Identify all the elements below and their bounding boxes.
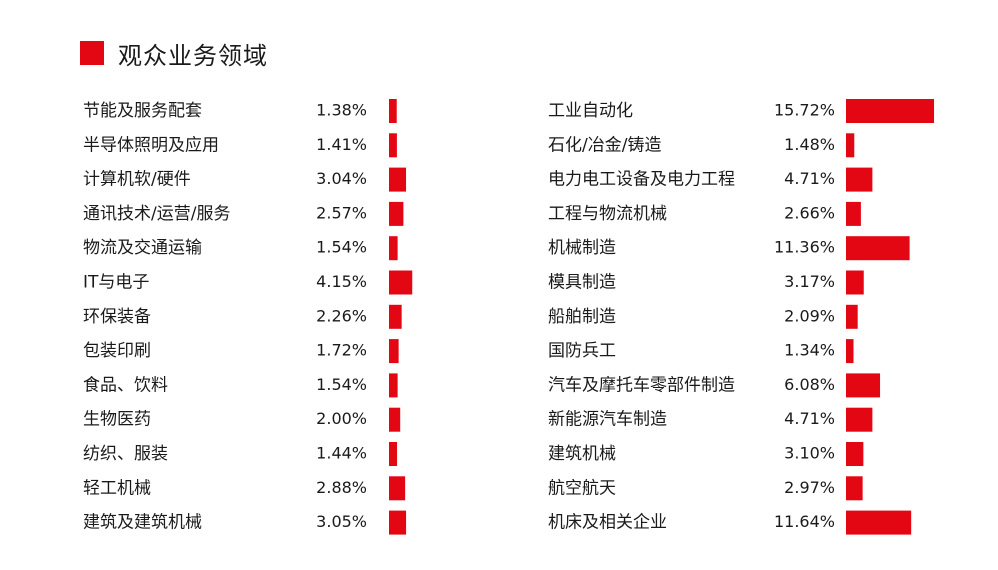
category-label: 国防兵工 <box>548 341 616 361</box>
bar <box>389 99 397 123</box>
value-label: 1.54% <box>316 238 367 257</box>
value-label: 3.17% <box>784 272 835 291</box>
category-label: 物流及交通运输 <box>83 238 202 258</box>
bar <box>846 270 864 295</box>
category-label: 机械制造 <box>548 238 616 258</box>
bar <box>846 442 864 466</box>
bar <box>389 304 402 329</box>
category-label: 环保装备 <box>83 307 151 327</box>
value-label: 3.04% <box>316 169 367 188</box>
category-label: 通讯技术/运营/服务 <box>83 204 230 224</box>
category-label: 轻工机械 <box>83 478 151 498</box>
value-label: 2.09% <box>784 306 835 325</box>
value-label: 1.44% <box>316 444 367 463</box>
value-label: 2.00% <box>316 409 367 428</box>
bar <box>389 339 399 364</box>
title-marker-square <box>80 41 104 65</box>
bar <box>389 442 398 466</box>
value-label: 1.34% <box>784 341 835 360</box>
category-label: 纺织、服装 <box>83 444 168 464</box>
category-label: 航空航天 <box>548 478 616 498</box>
value-label: 1.38% <box>316 101 367 120</box>
value-label: 1.72% <box>316 341 367 360</box>
chart-title-group: 观众业务领域 <box>80 36 268 70</box>
category-label: 食品、饮料 <box>83 375 168 395</box>
value-label: 2.57% <box>316 203 367 222</box>
value-label: 2.97% <box>784 478 835 497</box>
category-label: 船舶制造 <box>548 307 616 327</box>
category-label: 半导体照明及应用 <box>83 135 219 155</box>
category-label: 新能源汽车制造 <box>548 410 667 430</box>
value-label: 1.54% <box>316 375 367 394</box>
category-label: 汽车及摩托车零部件制造 <box>548 375 735 395</box>
bar <box>389 133 397 158</box>
category-label: 工程与物流机械 <box>548 204 667 224</box>
category-label: 工业自动化 <box>548 101 633 121</box>
value-label: 1.48% <box>784 135 835 154</box>
category-label: 生物医药 <box>83 410 151 430</box>
bar <box>846 201 861 226</box>
bar <box>846 236 910 261</box>
value-label: 11.64% <box>774 512 835 531</box>
category-label: 机床及相关企业 <box>548 513 667 533</box>
bar <box>846 407 873 432</box>
value-label: 11.36% <box>774 238 835 257</box>
bar <box>389 201 404 226</box>
value-label: 3.05% <box>316 512 367 531</box>
bar <box>389 236 398 261</box>
bar <box>846 99 935 123</box>
value-label: 1.41% <box>316 135 367 154</box>
category-label: IT与电子 <box>83 273 149 293</box>
category-label: 电力电工设备及电力工程 <box>548 170 735 190</box>
bar <box>389 373 398 398</box>
bar <box>389 270 413 295</box>
bar <box>846 133 855 158</box>
bar <box>389 476 406 501</box>
value-label: 4.71% <box>784 409 835 428</box>
bar <box>389 407 401 432</box>
value-label: 2.88% <box>316 478 367 497</box>
value-label: 4.71% <box>784 169 835 188</box>
category-label: 计算机软/硬件 <box>83 170 191 190</box>
category-label: 建筑及建筑机械 <box>83 513 202 533</box>
value-label: 4.15% <box>316 272 367 291</box>
value-label: 6.08% <box>784 375 835 394</box>
bar <box>846 304 858 329</box>
bar <box>846 339 854 364</box>
bar <box>846 373 881 398</box>
value-label: 2.26% <box>316 306 367 325</box>
chart-title: 观众业务领域 <box>118 41 268 70</box>
bar <box>389 167 407 192</box>
bar <box>389 510 407 535</box>
value-label: 3.10% <box>784 444 835 463</box>
category-label: 石化/冶金/铸造 <box>548 135 661 155</box>
value-label: 15.72% <box>774 101 835 120</box>
category-label: 建筑机械 <box>548 444 616 464</box>
bar <box>846 167 873 192</box>
value-label: 2.66% <box>784 203 835 222</box>
category-label: 包装印刷 <box>83 341 151 361</box>
bar <box>846 510 912 535</box>
category-label: 模具制造 <box>548 273 616 293</box>
category-label: 节能及服务配套 <box>83 101 202 121</box>
bar <box>846 476 863 501</box>
